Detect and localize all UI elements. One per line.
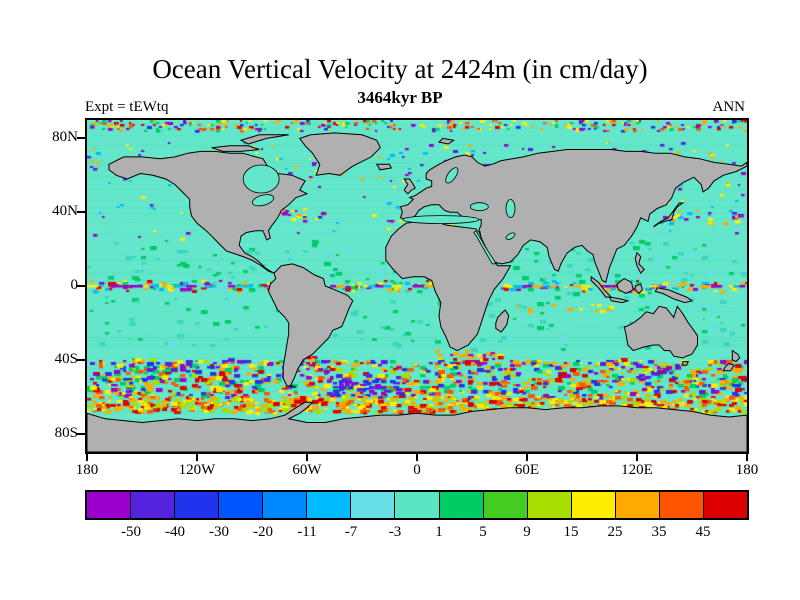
continents-overlay [87,132,747,452]
landmass-ellesmere [239,134,289,145]
sea-red-sea [473,230,497,265]
colorbar-cell [87,492,131,518]
landmass-iceland [375,163,393,171]
landmass-java [608,296,630,304]
colorbar-cell [482,492,527,518]
colorbar-level-label: -3 [388,524,402,540]
landmass-sulawesi [634,283,644,295]
y-tick-mark [77,211,85,214]
landmass-madagascar [495,309,510,333]
landmass-arctic-archipelago [211,145,260,152]
colorbar-level-label: 25 [607,524,623,540]
x-tick-label: 120E [621,462,653,478]
y-tick-label: 0 [70,277,79,293]
landmass-borneo [616,278,634,294]
colorbar-level-label: 15 [563,524,579,540]
colorbar-cell [262,492,307,518]
landmass-new-zealand-north [731,349,741,363]
x-tick-label: 60W [292,462,322,478]
y-tick-mark [77,432,85,435]
colorbar-cell [394,492,439,518]
landmass-sumatra [590,275,613,298]
sea-great-lakes [251,194,275,207]
colorbar-level-label: -50 [121,524,141,540]
experiment-label: Expt = tEWtq [85,99,169,115]
colorbar-cell [570,492,615,518]
colorbar-cell [702,492,747,518]
sea-black-sea [469,202,489,212]
landmass-japan [653,202,685,228]
colorbar-level-label: 9 [523,524,531,540]
landmass-philippines [634,251,646,274]
colorbar-level-label: 45 [695,524,711,540]
x-tick-mark [636,454,638,461]
landmass-south-america [267,263,354,388]
landmass-svalbard [437,137,456,145]
x-tick-label: 60E [514,462,540,478]
colorbar [85,490,749,520]
chart-title: Ocean Vertical Velocity at 2424m (in cm/… [152,54,648,84]
x-tick-mark [526,454,528,461]
colorbar-level-label: -7 [344,524,358,540]
x-tick-label: 0 [413,462,421,478]
colorbar-cell [130,492,175,518]
x-tick-mark [306,454,308,461]
landmass-new-guinea [654,287,694,304]
landmass-north-america [108,150,309,274]
x-tick-label: 120W [178,462,216,478]
season-label: ANN [712,99,746,115]
x-tick-mark [86,454,88,461]
landmass-greenland [298,132,381,176]
sea-persian-gulf [505,232,516,240]
sea-hudson-bay [242,164,280,194]
y-tick-label: 80N [52,129,78,146]
x-tick-mark [196,454,198,461]
sea-caspian-sea [505,199,516,218]
colorbar-cell [174,492,219,518]
sea-mediterranean-sea [402,215,480,224]
x-tick-label: 180 [75,462,99,478]
colorbar-cell [526,492,571,518]
colorbar-level-label: 1 [435,524,443,540]
colorbar-level-label: -40 [165,524,185,540]
landmass-antarctica [87,401,747,452]
landmass-tasmania [682,361,690,366]
y-tick-label: 80S [54,424,78,441]
y-tick-label: 40S [54,350,78,367]
sea-baltic-sea [445,167,459,184]
landmass-africa [385,220,512,352]
colorbar-cell [438,492,483,518]
x-tick-mark [746,454,748,461]
landmass-british-isles [403,178,416,195]
colorbar-cell [218,492,263,518]
colorbar-level-label: -11 [297,524,317,540]
landmass-australia [623,305,698,359]
colorbar-level-label: 5 [479,524,487,540]
colorbar-cell [350,492,395,518]
y-tick-mark [77,285,85,287]
colorbar-level-label: 35 [651,524,667,540]
chart-subtitle: 3464kyr BP [357,88,443,107]
colorbar-cell [306,492,351,518]
landmass-new-zealand-south [722,362,735,372]
y-tick-mark [77,358,85,361]
x-tick-label: 180 [735,462,759,478]
x-tick-mark [416,454,418,461]
y-tick-mark [77,137,85,140]
colorbar-cell [614,492,659,518]
colorbar-cell [658,492,703,518]
y-tick-label: 40N [52,203,78,220]
colorbar-level-label: -20 [253,524,273,540]
colorbar-level-label: -30 [209,524,229,540]
map-plot-area [85,118,749,454]
